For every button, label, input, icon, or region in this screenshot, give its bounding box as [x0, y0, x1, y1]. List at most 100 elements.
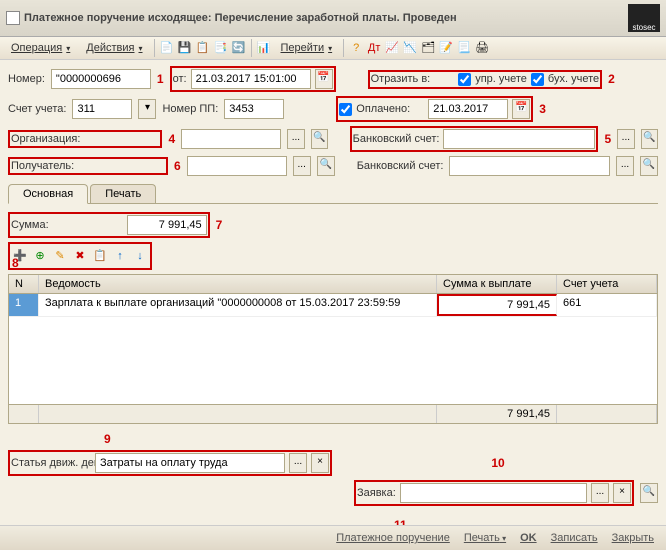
calendar-icon[interactable]: 📅: [315, 69, 333, 89]
ok-button[interactable]: OK: [516, 530, 541, 546]
org-dots-icon[interactable]: ...: [287, 129, 304, 149]
tab-print[interactable]: Печать: [90, 184, 156, 203]
bank2-label: Банковский счет:: [357, 160, 444, 172]
annot-11: 11: [394, 518, 407, 525]
tb-icon-10[interactable]: 🗂: [420, 40, 436, 56]
annot-6: 6: [174, 159, 181, 173]
help-icon[interactable]: ?: [348, 40, 364, 56]
operation-menu[interactable]: Операция: [4, 39, 77, 57]
mgmt-checkbox[interactable]: [458, 73, 471, 86]
cell-n: 1: [9, 294, 39, 316]
sum-group: Сумма:: [8, 212, 210, 238]
account-dd-icon[interactable]: ▾: [138, 99, 156, 119]
paid-checkbox[interactable]: [339, 103, 352, 116]
cell-v: Зарплата к выплате организаций "00000000…: [39, 294, 437, 316]
request-group: Заявка: ... ×: [354, 480, 634, 506]
save-button[interactable]: Записать: [547, 530, 602, 546]
bank1-dots-icon[interactable]: ...: [617, 129, 634, 149]
table-row[interactable]: 1 Зарплата к выплате организаций "000000…: [9, 294, 657, 317]
grid-body[interactable]: 1 Зарплата к выплате организаций "000000…: [9, 294, 657, 404]
recip-dots-icon[interactable]: ...: [293, 156, 311, 176]
paid-date-input[interactable]: [428, 99, 508, 119]
tb-icon-9[interactable]: 📉: [402, 40, 418, 56]
number-label: Номер:: [8, 73, 45, 85]
request-input[interactable]: [400, 483, 587, 503]
window-icon: [6, 11, 20, 25]
account-label: Счет учета:: [8, 103, 66, 115]
number-input[interactable]: [51, 69, 151, 89]
request-label: Заявка:: [357, 487, 396, 499]
recip-search-icon[interactable]: 🔍: [317, 156, 335, 176]
tb-icon-4[interactable]: 📑: [213, 40, 229, 56]
bank1-label: Банковский счет:: [353, 133, 440, 145]
actions-menu[interactable]: Действия: [79, 39, 149, 57]
sum-input[interactable]: [127, 215, 207, 235]
annot-5: 5: [604, 132, 611, 146]
goto-menu[interactable]: Перейти: [274, 39, 340, 57]
recip-input[interactable]: [187, 156, 287, 176]
footer: Платежное поручение Печать OK Записать З…: [0, 525, 666, 550]
tb-icon-13[interactable]: 🖨: [474, 40, 490, 56]
org-input[interactable]: [181, 129, 281, 149]
tb-icon-7[interactable]: Дт: [366, 40, 382, 56]
footer-pp-link[interactable]: Платежное поручение: [332, 530, 454, 546]
annot-7: 7: [216, 218, 223, 232]
bank1-search-icon[interactable]: 🔍: [641, 129, 658, 149]
col-v[interactable]: Ведомость: [39, 275, 437, 293]
grid: N Ведомость Сумма к выплате Счет учета 1…: [8, 274, 658, 424]
annot-2: 2: [608, 72, 615, 86]
acc-checkbox[interactable]: [531, 73, 544, 86]
date-input[interactable]: [191, 69, 311, 89]
org-search-icon[interactable]: 🔍: [311, 129, 328, 149]
close-button[interactable]: Закрыть: [608, 530, 658, 546]
tab-main[interactable]: Основная: [8, 184, 88, 204]
tb-icon-12[interactable]: 📃: [456, 40, 472, 56]
col-s[interactable]: Сумма к выплате: [437, 275, 557, 293]
tb-icon-2[interactable]: 💾: [177, 40, 193, 56]
org-label: Организация:: [11, 133, 80, 145]
from-label: от:: [173, 73, 187, 85]
col-a[interactable]: Счет учета: [557, 275, 657, 293]
brand-logo: stosec: [628, 4, 660, 32]
tab-bar: Основная Печать: [8, 184, 658, 204]
request-search-icon[interactable]: 🔍: [640, 483, 658, 503]
tb-icon-5[interactable]: 🔄: [231, 40, 247, 56]
article-x-icon[interactable]: ×: [311, 453, 329, 473]
main-toolbar: Операция Действия 📄 💾 📋 📑 🔄 📊 Перейти ? …: [0, 37, 666, 60]
bank1-group: Банковский счет:: [350, 126, 599, 152]
tb-icon-6[interactable]: 📊: [256, 40, 272, 56]
recip-label-box: Получатель:: [8, 157, 168, 175]
article-label: Статья движ. ден. средств:: [11, 457, 91, 469]
account-input[interactable]: [72, 99, 132, 119]
tb-icon-8[interactable]: 📈: [384, 40, 400, 56]
titlebar: Платежное поручение исходящее: Перечисле…: [0, 0, 666, 37]
window-title: Платежное поручение исходящее: Перечисле…: [24, 12, 624, 24]
paid-group: Оплачено: 📅: [336, 96, 533, 122]
reflect-label: Отразить в:: [371, 73, 431, 85]
tb-icon-11[interactable]: 📝: [438, 40, 454, 56]
pp-input[interactable]: [224, 99, 284, 119]
bank1-input[interactable]: [443, 129, 595, 149]
request-dots-icon[interactable]: ...: [591, 483, 609, 503]
bank2-input[interactable]: [449, 156, 610, 176]
grid-footer: 7 991,45: [9, 404, 657, 423]
tb-icon-1[interactable]: 📄: [159, 40, 175, 56]
footer-print-menu[interactable]: Печать: [460, 530, 510, 546]
paid-label: Оплачено:: [356, 103, 410, 115]
pp-label: Номер ПП:: [162, 103, 218, 115]
article-input[interactable]: [95, 453, 285, 473]
annot-8: 8: [12, 256, 658, 270]
col-n[interactable]: N: [9, 275, 39, 293]
request-x-icon[interactable]: ×: [613, 483, 631, 503]
org-label-box: Организация:: [8, 130, 162, 148]
bank2-dots-icon[interactable]: ...: [616, 156, 634, 176]
annot-3: 3: [539, 102, 546, 116]
article-dots-icon[interactable]: ...: [289, 453, 307, 473]
paid-cal-icon[interactable]: 📅: [512, 99, 530, 119]
annot-1: 1: [157, 72, 164, 86]
tb-icon-3[interactable]: 📋: [195, 40, 211, 56]
sum-label: Сумма:: [11, 219, 49, 231]
cell-a: 661: [557, 294, 657, 316]
acc-label: бух. учете: [548, 73, 599, 85]
bank2-search-icon[interactable]: 🔍: [640, 156, 658, 176]
